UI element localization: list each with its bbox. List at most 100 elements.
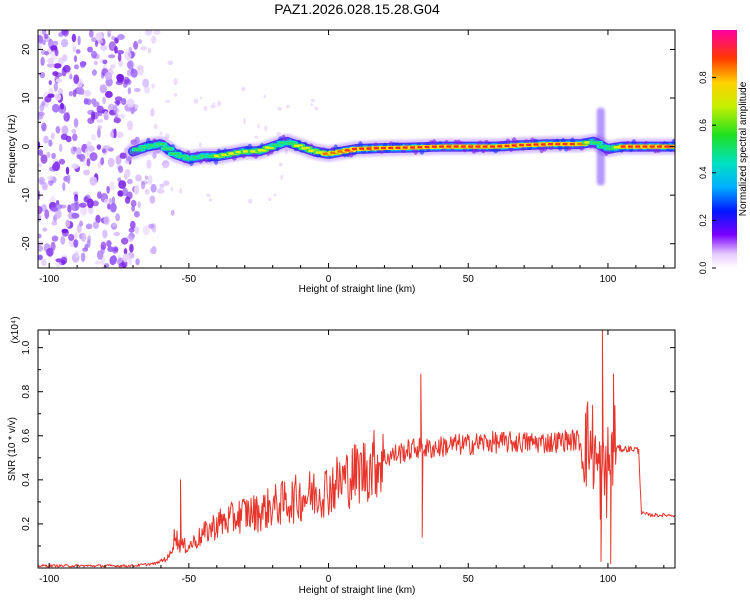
x-tick-label: 0 xyxy=(326,574,332,585)
noise-blob xyxy=(257,124,260,129)
noise-blob xyxy=(70,203,75,211)
noise-blob xyxy=(54,209,62,219)
noise-blob xyxy=(130,199,137,208)
noise-blob xyxy=(173,93,178,97)
noise-blob xyxy=(79,220,84,227)
noise-blob xyxy=(95,32,103,41)
noise-blob xyxy=(46,151,51,158)
noise-blob xyxy=(65,135,72,143)
noise-blob xyxy=(117,34,125,40)
noise-blob xyxy=(73,74,80,84)
figure-title: PAZ1.2026.028.15.28.G04 xyxy=(274,1,440,17)
noise-blob xyxy=(80,206,88,216)
noise-blob xyxy=(198,142,202,148)
y-tick-label: 0.6 xyxy=(21,428,32,442)
noise-blob xyxy=(130,68,138,78)
noise-blob xyxy=(91,134,97,141)
noise-blob xyxy=(152,151,157,159)
noise-blob xyxy=(89,176,98,186)
noise-blob xyxy=(150,183,157,193)
noise-blob xyxy=(103,145,111,150)
noise-blob xyxy=(106,240,112,248)
noise-blob xyxy=(52,71,59,77)
noise-blob xyxy=(115,155,122,165)
colorbar-tick-label: 0.8 xyxy=(698,71,708,84)
noise-blob xyxy=(124,50,132,61)
noise-blob xyxy=(126,178,133,185)
ridge-blob xyxy=(459,141,465,146)
noise-blob xyxy=(116,73,124,81)
noise-blob xyxy=(118,59,123,67)
noise-blob xyxy=(39,71,46,79)
noise-blob xyxy=(110,131,114,138)
noise-blob xyxy=(52,40,59,46)
noise-blob xyxy=(41,101,46,107)
noise-blob xyxy=(102,59,108,65)
noise-blob xyxy=(100,157,105,166)
noise-blob xyxy=(55,93,62,101)
noise-blob xyxy=(72,133,78,142)
noise-blob xyxy=(63,112,70,122)
noise-blob xyxy=(50,132,56,140)
noise-blob xyxy=(80,232,87,242)
noise-blob xyxy=(199,96,203,100)
ridge-blob xyxy=(477,140,483,146)
colorbar-tick-label: 0.2 xyxy=(698,214,708,227)
noise-blob xyxy=(74,232,78,240)
y-tick-label: 0.8 xyxy=(21,384,32,398)
noise-blob xyxy=(128,47,133,52)
noise-blob xyxy=(48,139,53,147)
y-tick-label: 20 xyxy=(21,43,32,55)
noise-blob xyxy=(126,60,133,69)
noise-blob xyxy=(273,193,277,197)
noise-blob xyxy=(102,229,108,239)
noise-blob xyxy=(59,102,65,110)
noise-blob xyxy=(118,180,127,189)
noise-blob xyxy=(108,30,112,34)
noise-blob xyxy=(159,131,163,135)
noise-blob xyxy=(71,212,80,219)
noise-blob xyxy=(38,141,41,150)
noise-blob xyxy=(144,85,151,94)
y-tick-label: 1.0 xyxy=(21,340,32,354)
noise-blob xyxy=(285,104,290,109)
noise-blob xyxy=(113,231,121,237)
noise-blob xyxy=(105,90,113,99)
noise-blob xyxy=(126,235,134,243)
noise-blob xyxy=(276,131,281,136)
colorbar-tick-label: 0.4 xyxy=(698,167,708,180)
noise-blob xyxy=(114,96,123,102)
noise-blob xyxy=(130,220,136,230)
y-tick-label: 0 xyxy=(21,143,32,149)
noise-blob xyxy=(131,205,136,212)
noise-blob xyxy=(61,228,69,234)
x-tick-label: -100 xyxy=(39,274,59,285)
noise-blob xyxy=(38,149,43,157)
noise-blob xyxy=(103,216,110,225)
noise-blob xyxy=(44,51,49,56)
noise-blob xyxy=(43,33,49,39)
noise-blob xyxy=(88,30,94,38)
noise-blob xyxy=(96,128,101,138)
noise-blob xyxy=(93,60,98,66)
noise-blob xyxy=(38,176,45,185)
noise-blob xyxy=(55,126,61,134)
y-tick-label: 0.2 xyxy=(21,517,32,531)
colorbar: 0.0 0.2 0.4 0.6 0.8 Normalized spectral ampl… xyxy=(698,30,749,274)
noise-blob xyxy=(83,98,89,105)
noise-blob xyxy=(67,174,71,184)
noise-blob xyxy=(52,103,60,113)
noise-blob xyxy=(43,135,49,144)
noise-blob xyxy=(72,89,77,98)
noise-blob xyxy=(151,35,157,44)
snr-y-scale-label: (x10⁴) xyxy=(10,316,21,343)
noise-blob xyxy=(67,204,72,213)
noise-blob xyxy=(277,106,283,111)
noise-blob xyxy=(107,157,115,168)
noise-blob xyxy=(280,174,284,180)
noise-blob xyxy=(254,135,259,139)
noise-blob xyxy=(72,45,77,53)
noise-blob xyxy=(173,78,178,86)
snr-background xyxy=(38,330,675,568)
